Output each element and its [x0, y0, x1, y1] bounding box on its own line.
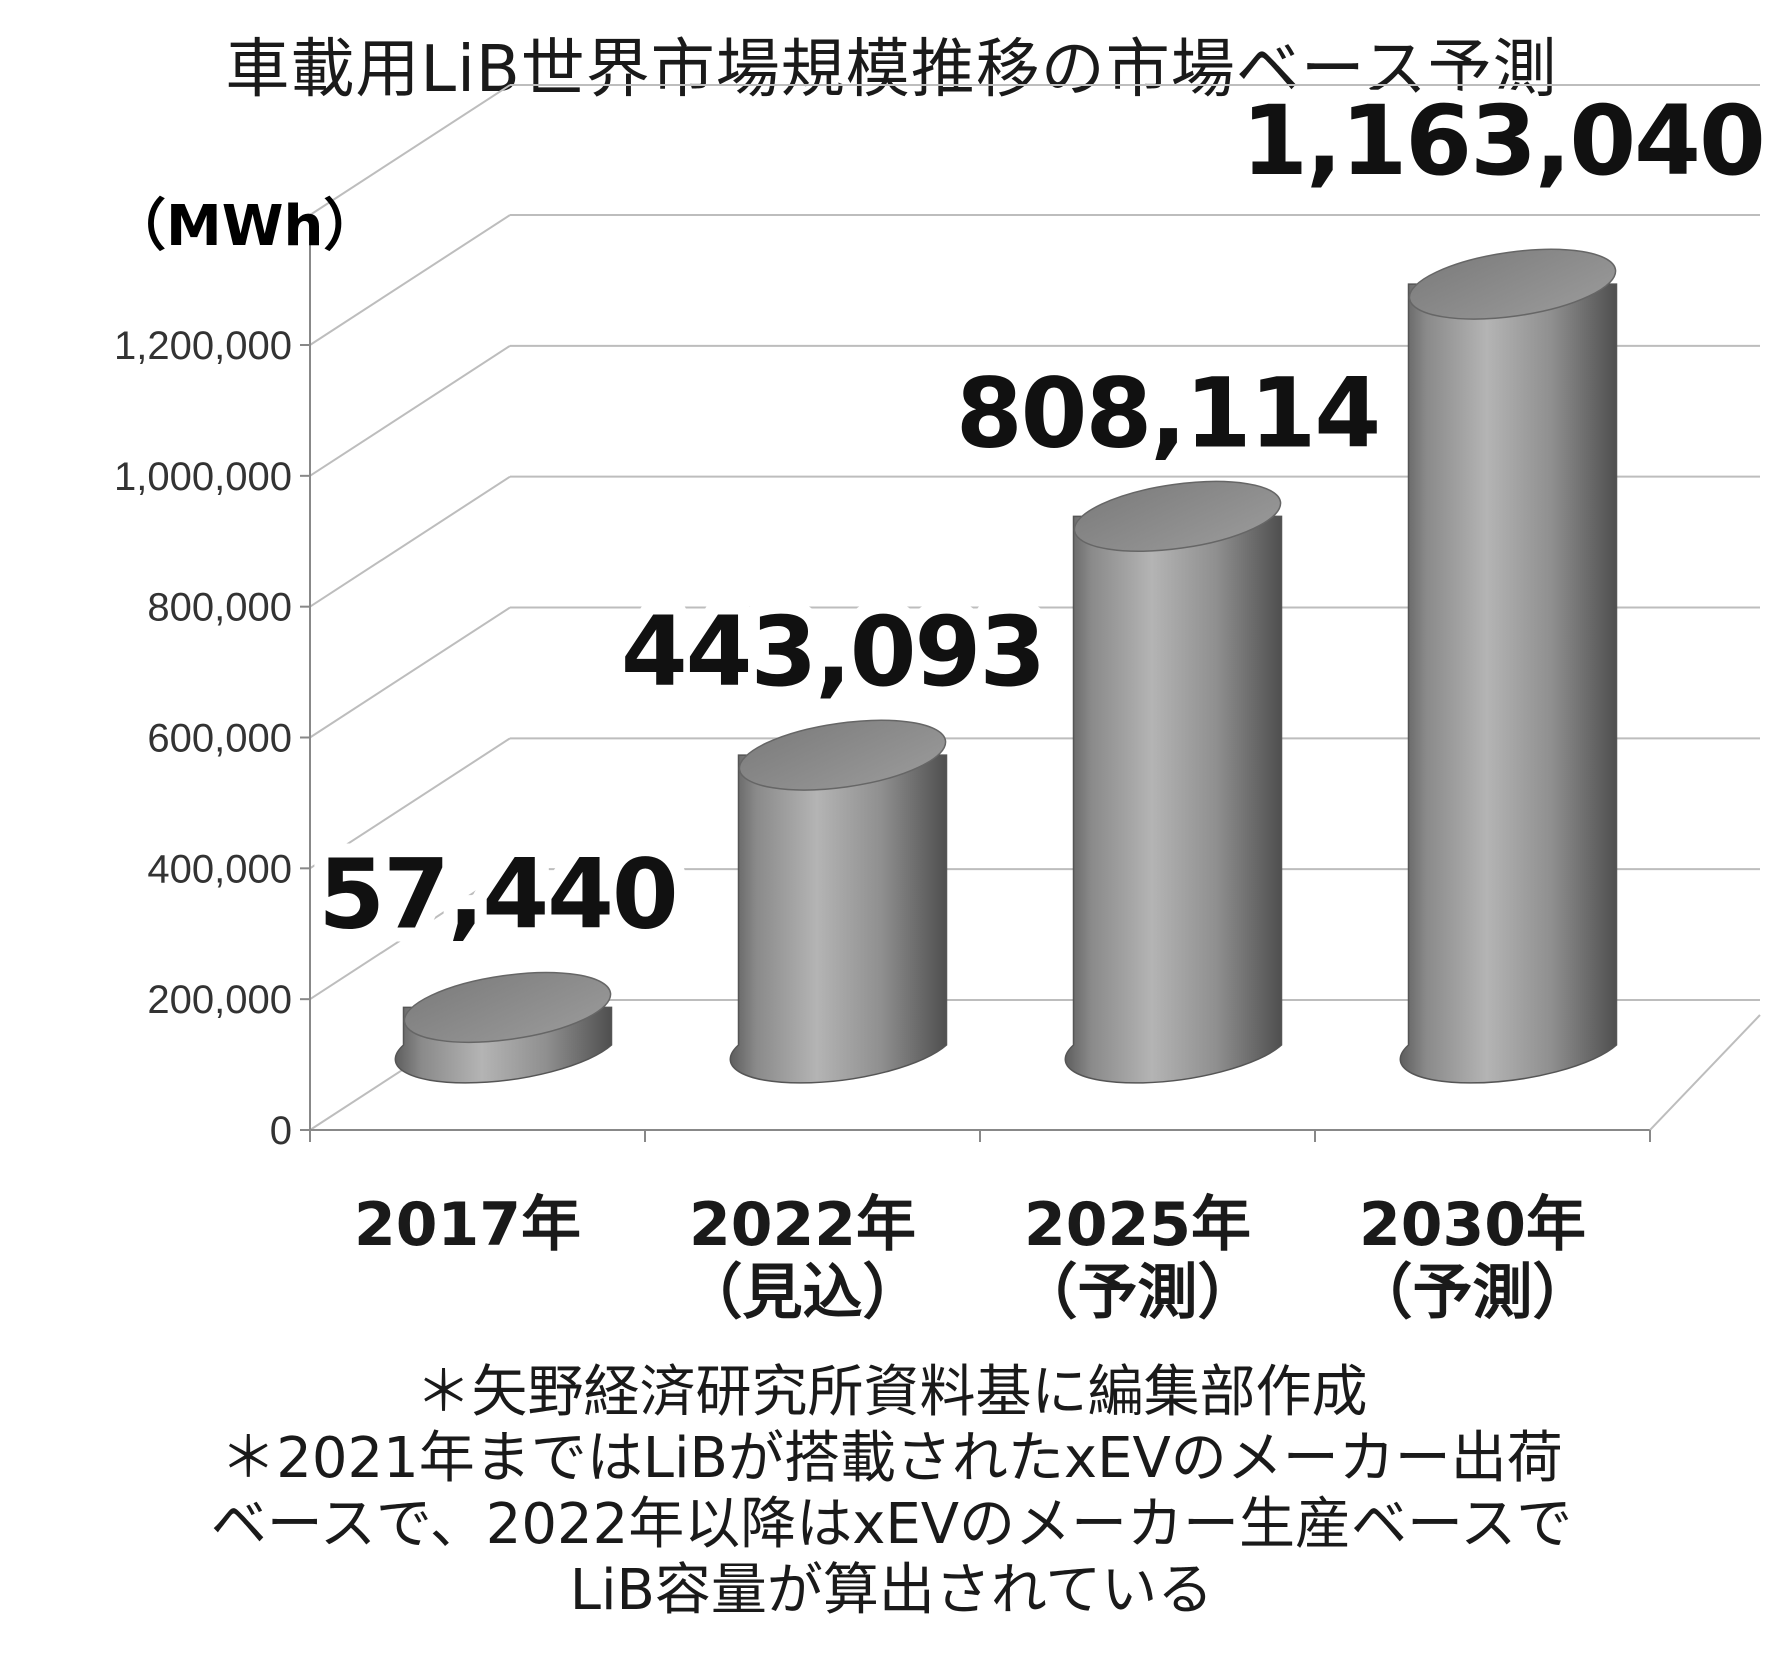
footnote-line: LiB容量が算出されている — [569, 1558, 1214, 1623]
bars — [394, 248, 1618, 1084]
y-tick-label: 200,000 — [147, 978, 292, 1022]
y-tick-label: 600,000 — [147, 717, 292, 761]
y-tick-label: 400,000 — [147, 847, 292, 891]
gridline-depth — [309, 606, 511, 739]
bar — [394, 971, 613, 1084]
category-label: 2022年 — [689, 1190, 916, 1260]
bar-top — [738, 719, 947, 791]
value-label: 57,440 — [318, 838, 676, 950]
category-label: （予測） — [1018, 1258, 1258, 1328]
gridline-depth — [309, 214, 511, 346]
gridline-depth — [309, 344, 511, 477]
category-label: 2025年 — [1024, 1190, 1251, 1260]
footnote-line: ベースで、2022年以降はxEVのメーカー生産ベースで — [210, 1492, 1573, 1557]
bar-body — [1399, 283, 1618, 1084]
y-tick-label: 1,000,000 — [114, 455, 292, 499]
y-tick-label: 0 — [270, 1109, 292, 1153]
y-tick-label: 1,200,000 — [114, 324, 292, 368]
category-label: （予測） — [1353, 1258, 1593, 1328]
chart-title: 車載用LiB世界市場規模推移の市場ベース予測 — [225, 33, 1558, 107]
bar-top — [403, 971, 612, 1044]
bar — [1064, 480, 1283, 1084]
footnote-line: ＊矢野経済研究所資料基に編集部作成 — [415, 1360, 1368, 1425]
category-label: 2017年 — [354, 1190, 581, 1260]
bar — [1399, 248, 1618, 1084]
gridline-depth — [309, 84, 511, 216]
category-label: 2030年 — [1359, 1190, 1586, 1260]
bar-top — [1073, 480, 1282, 552]
gridline-depth — [309, 475, 511, 608]
y-tick-label: 800,000 — [147, 586, 292, 630]
y-axis-unit-label: （MWh） — [110, 194, 379, 259]
gridline-depth — [309, 737, 511, 870]
floor-depth-edge — [1649, 1014, 1761, 1131]
category-label: （見込） — [683, 1258, 923, 1328]
bar-top — [1408, 248, 1617, 320]
bar — [729, 719, 948, 1084]
value-label: 1,163,040 — [1241, 85, 1764, 197]
bar-body — [1064, 515, 1283, 1084]
axes: 0 200,000 400,000 600,000 800,000 1,000,000 1,… — [114, 215, 1761, 1153]
value-labels: 57,440 443,093 808,114 1,163,040 — [304, 71, 1779, 964]
value-label: 443,093 — [621, 596, 1044, 708]
category-labels: 2017年 2022年（見込）2025年（予測）2030年（予測） — [354, 1190, 1593, 1328]
footnotes: ＊矢野経済研究所資料基に編集部作成 ＊2021年まではLiBが搭載されたxEVの… — [0, 1360, 1783, 1624]
gridline-depth — [309, 868, 511, 1001]
bar-body — [729, 754, 948, 1084]
footnote-line: ＊2021年まではLiBが搭載されたxEVのメーカー出荷 — [220, 1426, 1563, 1491]
value-label: 808,114 — [956, 357, 1379, 469]
